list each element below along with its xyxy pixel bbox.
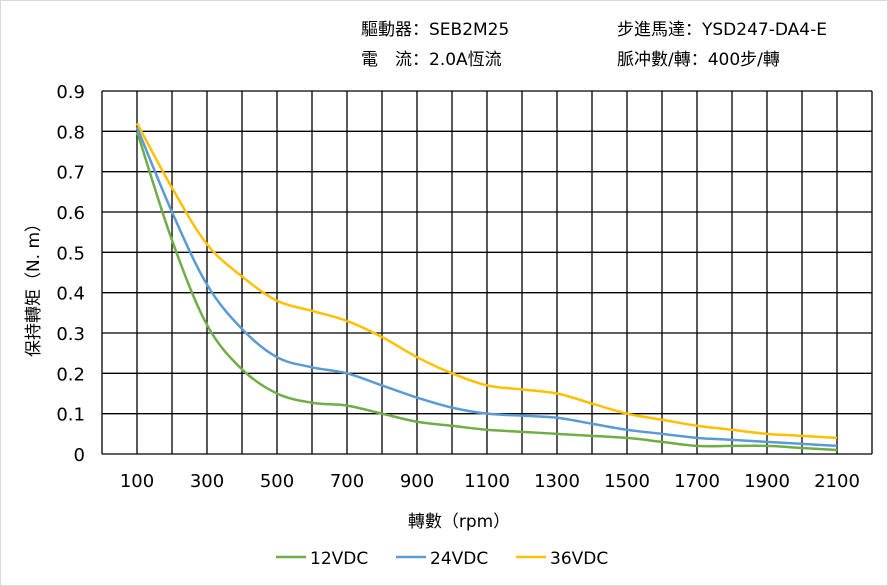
y-axis-label: 保持轉矩（N. m）: [24, 215, 44, 357]
y-tick-label: 0.8: [56, 122, 85, 143]
pulses-label: 脈冲數/轉：400步/轉: [617, 50, 780, 70]
legend-label: 12VDC: [310, 549, 368, 569]
x-tick-label: 100: [120, 471, 154, 492]
series-lines: [135, 122, 838, 452]
y-tick-label: 0.3: [56, 324, 85, 345]
x-tick-label: 1700: [674, 471, 720, 492]
y-tick-label: 0: [74, 445, 85, 466]
x-tick-label: 1100: [464, 471, 510, 492]
y-tick-label: 0.7: [56, 163, 85, 184]
y-tick-label: 0.2: [56, 364, 85, 385]
x-tick-label: 1300: [534, 471, 580, 492]
x-tick-label: 300: [190, 471, 224, 492]
motor-label: 步進馬達：YSD247-DA4-E: [617, 20, 827, 40]
y-tick-label: 0.1: [56, 405, 85, 426]
series-line-24VDC: [135, 126, 838, 448]
x-tick-label: 1500: [604, 471, 650, 492]
legend-label: 24VDC: [430, 549, 488, 569]
grid: [101, 90, 873, 455]
x-ticks: 100 300 500 700 900 1100 1300 1500 1700 1900 2100: [120, 471, 860, 492]
series-line-36VDC: [135, 122, 838, 440]
current-label: 電 流：2.0A恆流: [361, 50, 502, 70]
x-tick-label: 1900: [744, 471, 790, 492]
x-tick-label: 2100: [814, 471, 860, 492]
x-tick-label: 700: [330, 471, 364, 492]
y-tick-label: 0.4: [56, 284, 85, 305]
y-tick-label: 0.9: [56, 82, 85, 103]
x-tick-label: 500: [260, 471, 294, 492]
y-tick-label: 0.6: [56, 203, 85, 224]
y-ticks: 0 0.1 0.2 0.3 0.4 0.5 0.6 0.7 0.8 0.9: [56, 82, 85, 466]
x-tick-label: 900: [400, 471, 434, 492]
driver-label: 驅動器：SEB2M25: [361, 20, 510, 40]
x-axis-label: 轉數（rpm）: [408, 512, 510, 532]
legend: 12VDC 24VDC 36VDC: [276, 549, 608, 569]
y-tick-label: 0.5: [56, 243, 85, 264]
legend-label: 36VDC: [550, 549, 608, 569]
series-line-12VDC: [135, 130, 838, 452]
